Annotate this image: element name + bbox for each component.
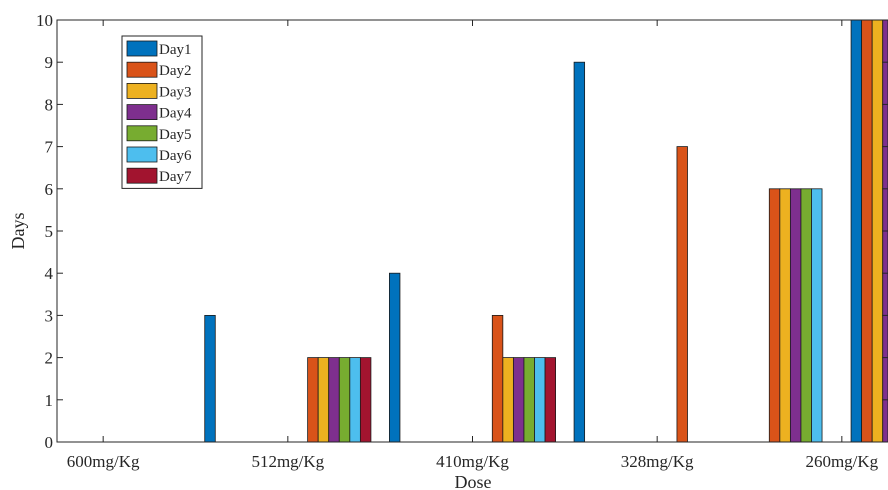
y-tick-label: 5 (45, 222, 54, 241)
bar-day3-5 (502, 357, 514, 443)
y-tick-label: 9 (45, 53, 54, 72)
bar-day5-3 (338, 357, 351, 443)
legend-label-day2: Day2 (159, 63, 192, 79)
legend-label-day5: Day5 (159, 127, 192, 143)
y-tick-label: 0 (45, 433, 54, 452)
bar-day4-5 (512, 357, 525, 443)
bar-day2-9 (861, 19, 873, 443)
legend-swatch-day6 (126, 146, 158, 163)
y-tick-label: 4 (45, 264, 54, 283)
bar-day4-8 (789, 188, 802, 443)
bar-day2-3 (307, 357, 319, 443)
y-tick-label: 2 (45, 349, 54, 368)
bar-day4-3 (328, 357, 340, 443)
bar-day1-9 (850, 19, 863, 443)
bar-day3-8 (779, 188, 791, 443)
y-axis-ticks: 0 1 2 3 4 5 6 7 8 9 10 (36, 11, 888, 452)
x-axis-label: Dose (455, 472, 492, 490)
bar-day1-4 (388, 272, 401, 443)
x-tick-label: 328mg/Kg (621, 452, 694, 471)
bar-day6-8 (811, 188, 823, 443)
legend: Day1 Day2 Day3 Day4 Day5 Day6 Day7 (121, 35, 203, 189)
legend-swatch-day5 (126, 125, 158, 142)
bar-day2-7 (676, 146, 688, 443)
x-tick-label: 260mg/Kg (805, 452, 878, 471)
bar-day1-6 (573, 61, 586, 443)
bars-layer (204, 19, 888, 443)
x-tick-label: 600mg/Kg (67, 452, 140, 471)
bar-day7-3 (359, 357, 372, 443)
legend-swatch-day1 (126, 40, 158, 57)
y-axis-label: Days (8, 213, 28, 250)
x-tick-label: 410mg/Kg (436, 452, 509, 471)
legend-label-day3: Day3 (159, 84, 192, 100)
legend-swatch-day7 (126, 167, 158, 184)
x-axis-ticks: 600mg/Kg 512mg/Kg 410mg/Kg 328mg/Kg 260mg/Kg (67, 20, 879, 471)
legend-label-day6: Day6 (159, 148, 192, 164)
y-tick-label: 3 (45, 306, 54, 325)
bar-day5-8 (800, 188, 812, 443)
bar-day3-9 (871, 19, 884, 443)
bar-day3-3 (317, 357, 330, 443)
legend-swatch-day4 (126, 104, 158, 120)
y-tick-label: 8 (45, 95, 54, 114)
y-tick-label: 1 (45, 391, 54, 410)
bar-day2-8 (768, 188, 781, 443)
bar-day6-5 (534, 357, 546, 443)
legend-label-day7: Day7 (159, 169, 192, 185)
y-tick-label: 7 (45, 138, 54, 157)
bar-day2-5 (491, 314, 504, 443)
legend-label-day1: Day1 (159, 42, 192, 58)
legend-swatch-day2 (126, 61, 158, 78)
bar-day6-3 (349, 357, 361, 443)
y-tick-label: 6 (45, 180, 54, 199)
y-tick-label: 10 (36, 11, 53, 30)
bar-day5-5 (523, 357, 535, 443)
legend-swatch-day3 (126, 83, 158, 99)
x-tick-label: 512mg/Kg (251, 452, 324, 471)
bar-day1-2 (204, 314, 216, 443)
bar-day7-5 (544, 357, 556, 443)
legend-label-day4: Day4 (159, 106, 192, 122)
